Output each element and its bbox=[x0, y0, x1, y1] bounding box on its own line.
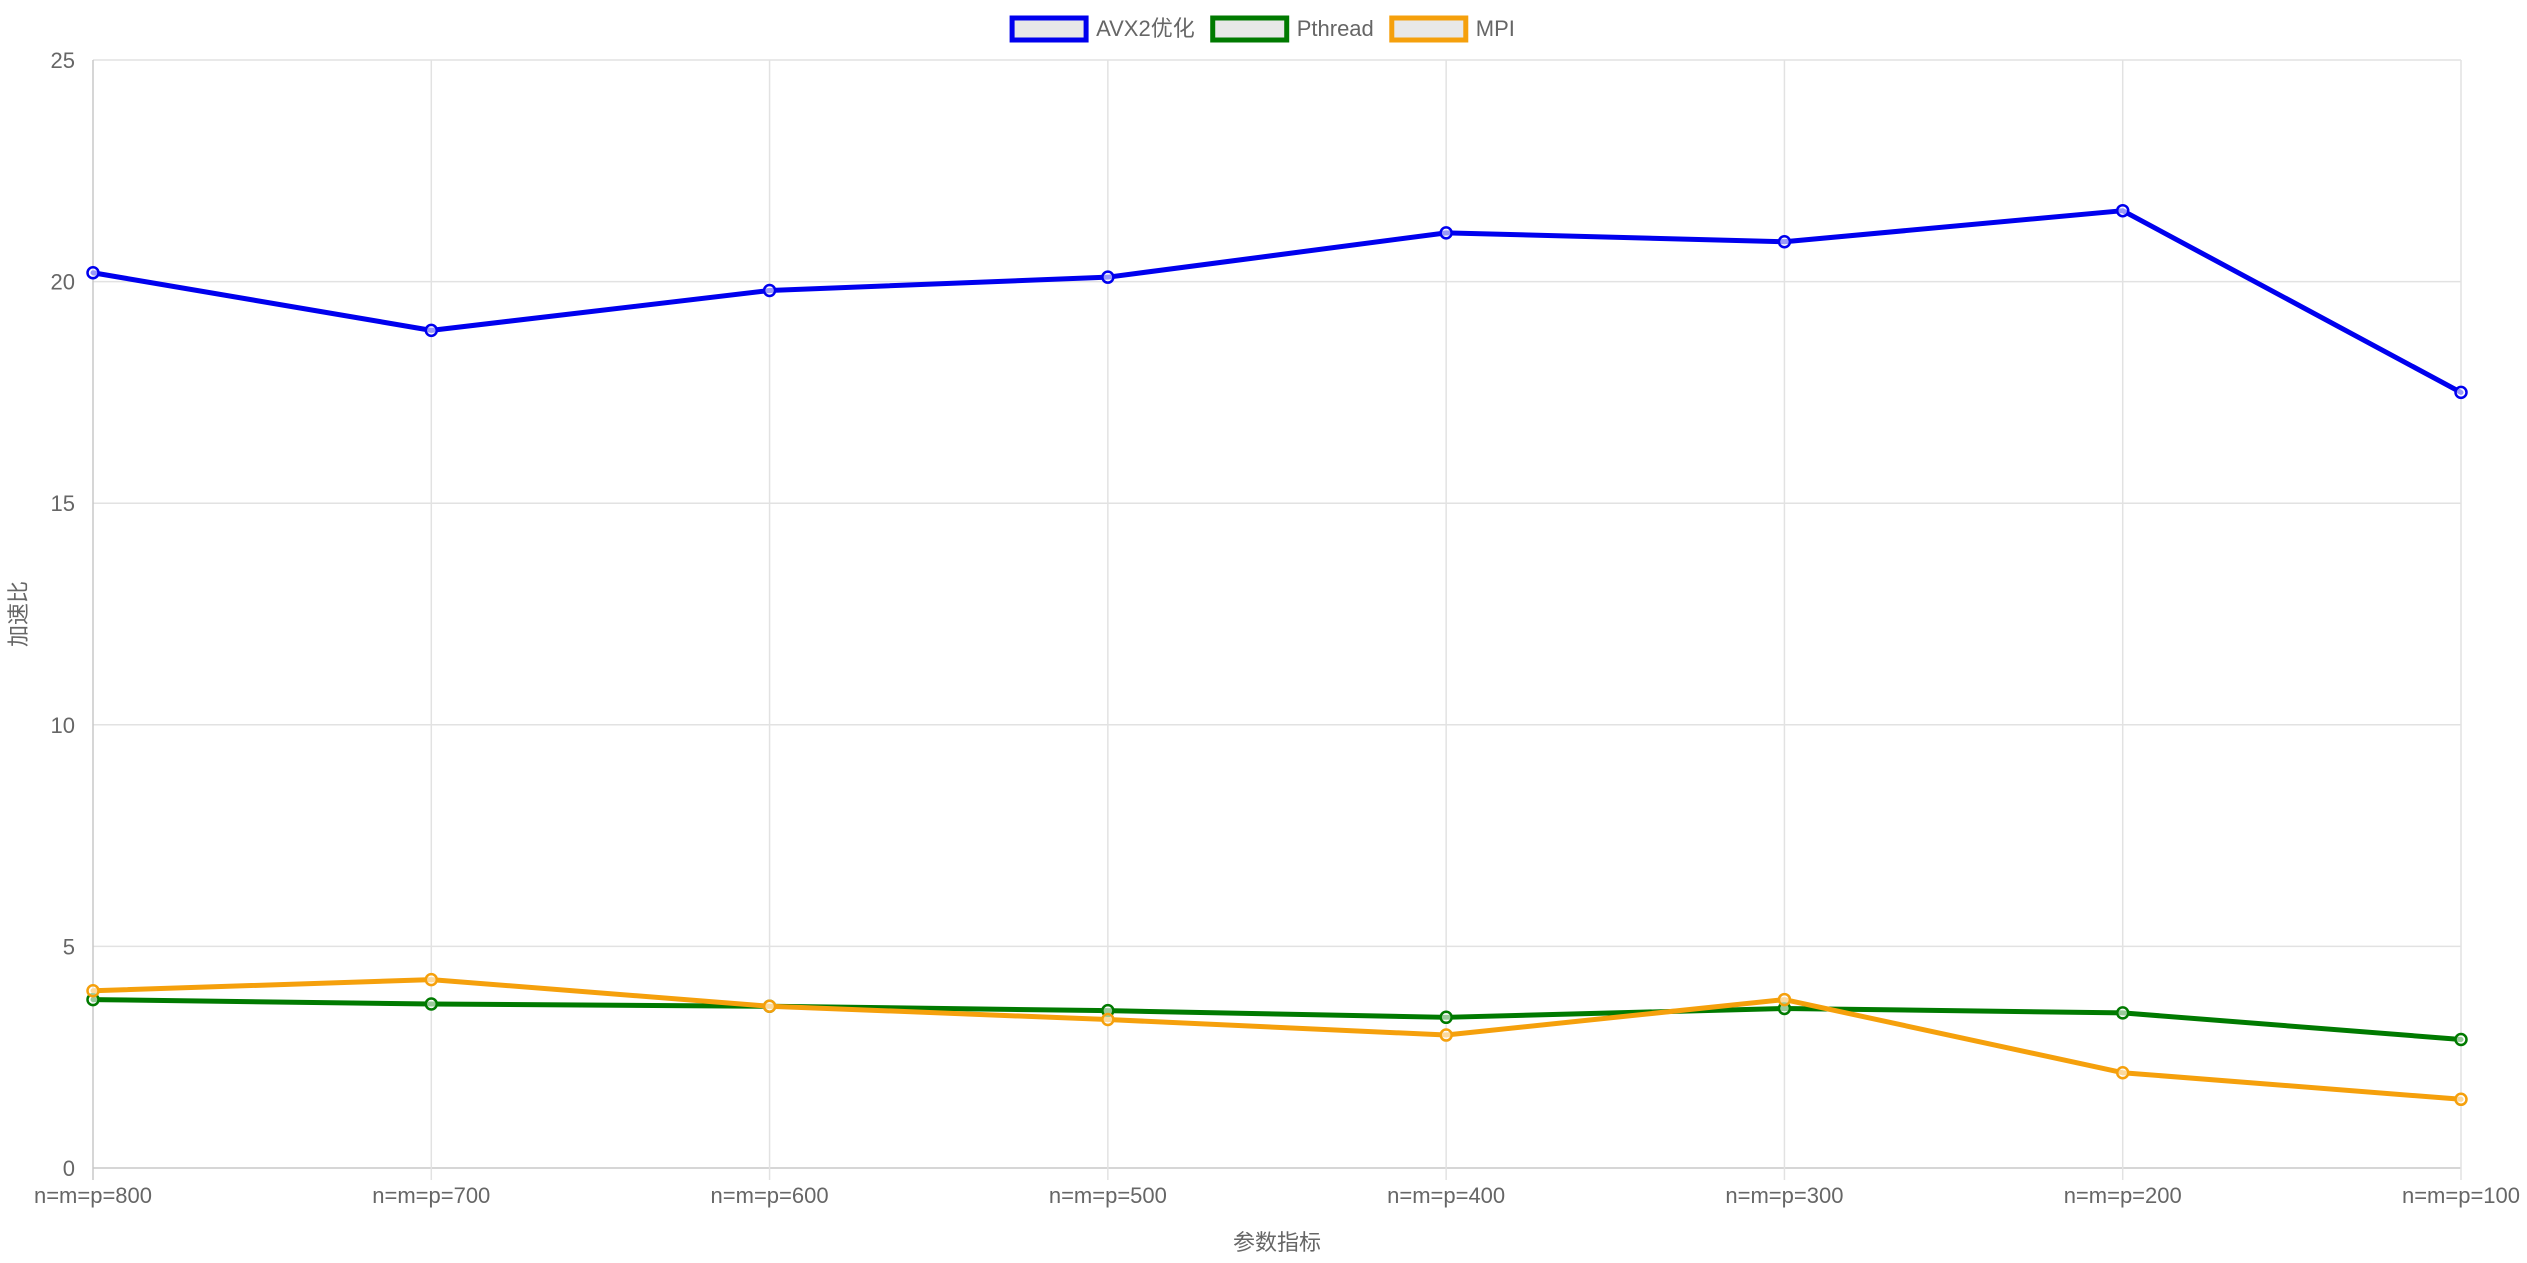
data-point[interactable] bbox=[1101, 270, 1115, 284]
legend-swatch bbox=[1210, 15, 1290, 43]
data-point[interactable] bbox=[424, 972, 439, 987]
data-point[interactable] bbox=[1439, 1010, 1453, 1025]
data-point[interactable] bbox=[2115, 203, 2130, 218]
y-tick-label: 20 bbox=[51, 270, 75, 295]
data-point[interactable] bbox=[1101, 1012, 1115, 1027]
legend-item-1[interactable]: AVX2优化 bbox=[1009, 15, 1195, 43]
y-tick-label: 15 bbox=[51, 491, 75, 516]
series-line-3[interactable] bbox=[90, 977, 2464, 1102]
data-point[interactable] bbox=[1777, 992, 1792, 1007]
series-line-1[interactable] bbox=[90, 208, 2464, 395]
data-point[interactable] bbox=[762, 283, 777, 298]
data-point[interactable] bbox=[2454, 1092, 2468, 1107]
legend-swatch bbox=[1389, 15, 1469, 43]
data-point[interactable] bbox=[86, 983, 100, 998]
x-tick-label: n=m=p=500 bbox=[1049, 1183, 1167, 1208]
x-tick-label: n=m=p=600 bbox=[711, 1183, 829, 1208]
legend-item-3[interactable]: MPI bbox=[1389, 15, 1515, 43]
data-point[interactable] bbox=[2115, 1065, 2130, 1080]
data-point[interactable] bbox=[86, 265, 100, 280]
legend-label: Pthread bbox=[1297, 16, 1374, 41]
x-tick-label: n=m=p=200 bbox=[2064, 1183, 2182, 1208]
x-tick-label: n=m=p=300 bbox=[1725, 1183, 1843, 1208]
data-point[interactable] bbox=[1777, 234, 1792, 249]
axis-layer: 0 5 10 15 20 25 n=m=p=800 n=m=p=700 n=m=p=600 n=m… bbox=[34, 48, 2520, 1208]
legend[interactable]: AVX2优化 Pthread MPI bbox=[1009, 15, 1515, 43]
data-point[interactable] bbox=[2454, 1032, 2468, 1047]
legend-label: AVX2优化 bbox=[1096, 16, 1195, 41]
series-layer bbox=[86, 203, 2468, 1107]
data-point[interactable] bbox=[424, 997, 439, 1011]
data-point[interactable] bbox=[762, 999, 777, 1013]
data-point[interactable] bbox=[424, 323, 439, 338]
legend-item-2[interactable]: Pthread bbox=[1210, 15, 1374, 43]
x-tick-label: n=m=p=100 bbox=[2402, 1183, 2520, 1208]
series-line-2[interactable] bbox=[90, 997, 2464, 1042]
data-point[interactable] bbox=[2115, 1006, 2130, 1020]
legend-label: MPI bbox=[1476, 16, 1515, 41]
legend-swatch bbox=[1009, 15, 1089, 43]
x-axis-title: 参数指标 bbox=[1233, 1230, 1321, 1255]
data-point[interactable] bbox=[2454, 385, 2468, 400]
x-tick-label: n=m=p=800 bbox=[34, 1183, 152, 1208]
y-tick-label: 0 bbox=[63, 1156, 75, 1181]
y-tick-label: 10 bbox=[51, 713, 75, 738]
data-point[interactable] bbox=[1439, 226, 1453, 240]
y-tick-label: 5 bbox=[63, 934, 75, 959]
x-tick-label: n=m=p=700 bbox=[372, 1183, 490, 1208]
y-tick-label: 25 bbox=[51, 48, 75, 73]
x-tick-label: n=m=p=400 bbox=[1387, 1183, 1505, 1208]
data-point[interactable] bbox=[1439, 1028, 1453, 1042]
y-axis-title: 加速比 bbox=[6, 581, 31, 647]
